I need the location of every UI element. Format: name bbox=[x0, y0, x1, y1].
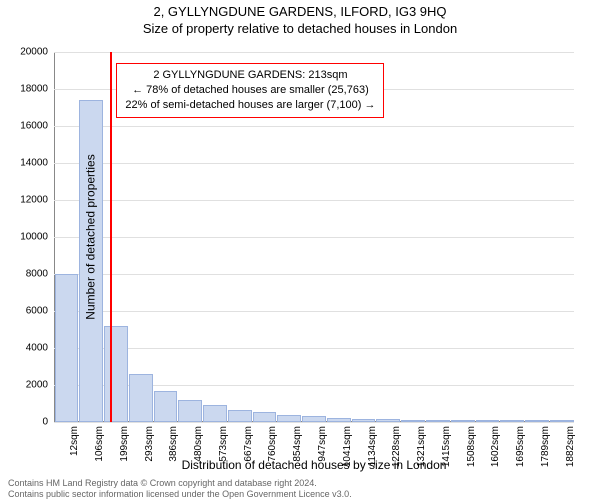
histogram-bar bbox=[302, 416, 326, 422]
annotation-line: 2 GYLLYNGDUNE GARDENS: 213sqm bbox=[125, 68, 375, 83]
histogram-bar bbox=[476, 420, 500, 422]
x-tick-label: 1508sqm bbox=[466, 426, 477, 467]
chart-area: 0200040006000800010000120001400016000180… bbox=[54, 52, 574, 422]
histogram-bar bbox=[253, 412, 277, 422]
histogram-bar bbox=[203, 405, 227, 422]
y-tick-label: 16000 bbox=[20, 121, 54, 132]
y-tick-label: 8000 bbox=[26, 269, 54, 280]
histogram-bar bbox=[426, 420, 450, 422]
x-tick-label: 854sqm bbox=[292, 426, 303, 462]
annotation-box: 2 GYLLYNGDUNE GARDENS: 213sqm← 78% of de… bbox=[116, 63, 384, 118]
title-line-2: Size of property relative to detached ho… bbox=[0, 21, 600, 36]
x-tick-label: 1882sqm bbox=[565, 426, 576, 467]
histogram-bar bbox=[154, 391, 178, 422]
x-tick-label: 199sqm bbox=[119, 426, 130, 462]
y-tick-label: 20000 bbox=[20, 47, 54, 58]
x-tick-label: 293sqm bbox=[144, 426, 155, 462]
plot-region: 0200040006000800010000120001400016000180… bbox=[54, 52, 574, 422]
histogram-bar bbox=[104, 326, 128, 422]
annotation-line: 22% of semi-detached houses are larger (… bbox=[125, 98, 375, 113]
gridline bbox=[54, 422, 574, 423]
y-tick-label: 10000 bbox=[20, 232, 54, 243]
x-tick-label: 480sqm bbox=[193, 426, 204, 462]
histogram-bar bbox=[500, 420, 524, 422]
y-tick-label: 18000 bbox=[20, 84, 54, 95]
histogram-bar bbox=[228, 410, 252, 422]
histogram-bar bbox=[327, 418, 351, 422]
y-tick-label: 6000 bbox=[26, 306, 54, 317]
property-marker-line bbox=[110, 52, 112, 422]
histogram-bar bbox=[550, 420, 574, 422]
footer-line-1: Contains HM Land Registry data © Crown c… bbox=[8, 478, 352, 489]
histogram-bar bbox=[55, 274, 79, 422]
histogram-bar bbox=[277, 415, 301, 422]
x-tick-label: 947sqm bbox=[317, 426, 328, 462]
footer-line-2: Contains public sector information licen… bbox=[8, 489, 352, 500]
histogram-bar bbox=[178, 400, 202, 422]
histogram-bar bbox=[129, 374, 153, 422]
x-tick-label: 1789sqm bbox=[540, 426, 551, 467]
x-tick-label: 1602sqm bbox=[490, 426, 501, 467]
histogram-bar bbox=[401, 420, 425, 422]
footer-attribution: Contains HM Land Registry data © Crown c… bbox=[8, 478, 352, 501]
histogram-bar bbox=[525, 420, 549, 422]
y-tick-label: 2000 bbox=[26, 380, 54, 391]
x-tick-label: 760sqm bbox=[267, 426, 278, 462]
y-tick-label: 0 bbox=[42, 417, 54, 428]
histogram-bar bbox=[352, 419, 376, 423]
title-line-1: 2, GYLLYNGDUNE GARDENS, ILFORD, IG3 9HQ bbox=[0, 4, 600, 19]
x-tick-label: 106sqm bbox=[94, 426, 105, 462]
histogram-bar bbox=[451, 420, 475, 422]
y-axis-label: Number of detached properties bbox=[84, 154, 98, 319]
histogram-bar bbox=[376, 419, 400, 422]
x-axis-label: Distribution of detached houses by size … bbox=[182, 458, 447, 472]
annotation-line: ← 78% of detached houses are smaller (25… bbox=[125, 83, 375, 98]
x-tick-label: 1695sqm bbox=[515, 426, 526, 467]
y-tick-label: 4000 bbox=[26, 343, 54, 354]
x-tick-label: 386sqm bbox=[168, 426, 179, 462]
x-tick-label: 667sqm bbox=[243, 426, 254, 462]
x-tick-label: 573sqm bbox=[218, 426, 229, 462]
x-tick-label: 12sqm bbox=[69, 426, 80, 456]
y-tick-label: 14000 bbox=[20, 158, 54, 169]
y-tick-label: 12000 bbox=[20, 195, 54, 206]
